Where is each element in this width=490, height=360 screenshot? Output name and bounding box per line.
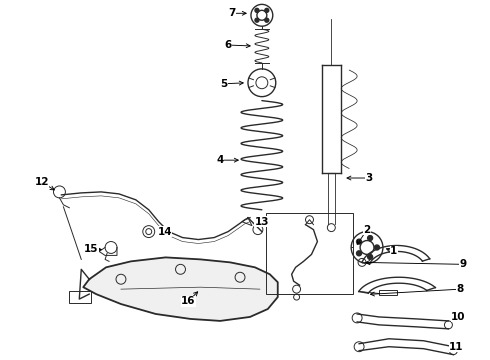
Circle shape <box>265 18 269 22</box>
Text: 9: 9 <box>460 259 467 269</box>
Text: 13: 13 <box>255 217 269 227</box>
Text: 7: 7 <box>228 8 236 18</box>
Text: 1: 1 <box>390 247 397 256</box>
Text: 10: 10 <box>451 312 466 322</box>
Text: 5: 5 <box>220 79 228 89</box>
Circle shape <box>368 235 372 240</box>
Text: 15: 15 <box>84 244 98 255</box>
Polygon shape <box>83 257 278 321</box>
Bar <box>379 289 396 296</box>
Text: 12: 12 <box>34 177 49 187</box>
Text: 3: 3 <box>366 173 373 183</box>
Circle shape <box>357 239 362 244</box>
Circle shape <box>374 245 379 250</box>
Text: 8: 8 <box>457 284 464 294</box>
Bar <box>266 213 353 294</box>
Text: 11: 11 <box>449 342 464 352</box>
Circle shape <box>255 8 259 12</box>
Circle shape <box>368 255 372 260</box>
Circle shape <box>265 8 269 12</box>
Circle shape <box>255 18 259 22</box>
Text: 14: 14 <box>157 226 172 237</box>
Text: 4: 4 <box>217 155 224 165</box>
Text: 16: 16 <box>181 296 196 306</box>
Circle shape <box>357 251 362 256</box>
Bar <box>70 291 91 303</box>
Text: 2: 2 <box>364 225 370 235</box>
Text: 6: 6 <box>224 40 232 50</box>
